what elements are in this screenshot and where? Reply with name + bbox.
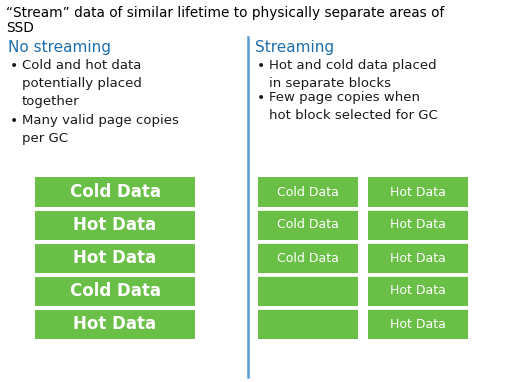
Bar [368,243,468,273]
Bar [35,276,195,306]
Text: Cold Data: Cold Data [277,186,339,199]
Text: Cold Data: Cold Data [277,219,339,231]
Text: Hot Data: Hot Data [74,249,157,267]
Text: •: • [10,59,18,73]
Text: Streaming: Streaming [255,40,334,55]
Text: Hot and cold data placed
in separate blocks: Hot and cold data placed in separate blo… [269,59,437,90]
Text: Cold Data: Cold Data [277,251,339,264]
Text: Few page copies when
hot block selected for GC: Few page copies when hot block selected … [269,91,438,122]
Text: SSD: SSD [6,21,34,35]
Bar [258,276,358,306]
Text: •: • [257,59,265,73]
Text: Hot Data: Hot Data [74,315,157,333]
Bar [35,243,195,273]
Bar [368,276,468,306]
Bar [258,177,358,207]
Text: Hot Data: Hot Data [390,285,446,298]
Text: No streaming: No streaming [8,40,111,55]
Bar [258,243,358,273]
Bar [35,309,195,339]
Text: Hot Data: Hot Data [390,251,446,264]
Text: Cold Data: Cold Data [69,282,161,300]
Text: Many valid page copies
per GC: Many valid page copies per GC [22,114,179,145]
Bar [368,309,468,339]
Text: Cold and hot data
potentially placed
together: Cold and hot data potentially placed tog… [22,59,142,108]
Text: Cold Data: Cold Data [69,183,161,201]
Bar [258,210,358,240]
Bar [258,309,358,339]
Bar [35,177,195,207]
Bar [35,210,195,240]
Text: •: • [10,114,18,128]
Text: “Stream” data of similar lifetime to physically separate areas of: “Stream” data of similar lifetime to phy… [6,6,444,20]
Text: Hot Data: Hot Data [74,216,157,234]
Bar [368,177,468,207]
Text: Hot Data: Hot Data [390,317,446,330]
Text: Hot Data: Hot Data [390,219,446,231]
Text: Hot Data: Hot Data [390,186,446,199]
Bar [368,210,468,240]
Text: •: • [257,91,265,105]
